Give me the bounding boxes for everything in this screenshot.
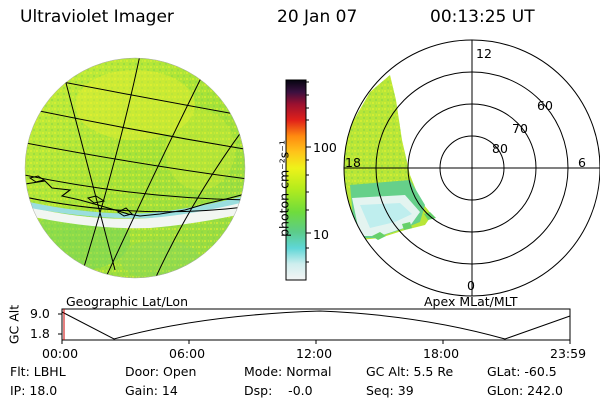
- status-ip: IP: 18.0: [10, 383, 58, 398]
- polar-label-0: 0: [467, 278, 475, 293]
- geographic-image: [25, 58, 245, 278]
- polar-label-70: 70: [512, 121, 528, 136]
- altitude-xtick: 18:00: [423, 346, 460, 361]
- status-mode: Mode: Normal: [244, 364, 332, 379]
- status-glat: GLat: -60.5: [487, 364, 557, 379]
- status-door: Door: Open: [125, 364, 197, 379]
- altitude-ytick-high: 9.0: [30, 306, 50, 321]
- polar-label-6: 6: [578, 155, 586, 170]
- status-dsp: Dsp: -0.0: [244, 383, 313, 398]
- colorbar-tick-100: 100: [313, 140, 337, 155]
- date-label: 20 Jan 07: [277, 7, 358, 27]
- polar-label-60: 60: [537, 98, 553, 113]
- instrument-title: Ultraviolet Imager: [20, 7, 174, 27]
- time-label: 00:13:25 UT: [430, 7, 535, 27]
- apex-caption: Apex MLat/MLT: [424, 294, 518, 309]
- status-filter: Flt: LBHL: [10, 364, 66, 379]
- status-gain: Gain: 14: [125, 383, 178, 398]
- altitude-ylabel: GC Alt: [6, 304, 22, 345]
- color-bar: [285, 79, 307, 281]
- polar-label-80: 80: [492, 141, 508, 156]
- altitude-xtick: 00:00: [42, 346, 79, 361]
- altitude-xtick: 06:00: [169, 346, 206, 361]
- geographic-caption: Geographic Lat/Lon: [66, 294, 188, 309]
- polar-label-12: 12: [476, 46, 492, 61]
- status-seq: Seq: 39: [366, 383, 414, 398]
- altitude-ytick-low: 1.8: [30, 326, 50, 341]
- altitude-xtick: 23:59: [550, 346, 587, 361]
- colorbar-unit-label: photon cm⁻²s⁻¹: [276, 140, 292, 237]
- altitude-curve: [61, 310, 571, 340]
- colorbar-tick-10: 10: [313, 227, 329, 242]
- status-glon: GLon: 242.0: [487, 383, 563, 398]
- polar-label-18: 18: [345, 155, 361, 170]
- status-gc-alt: GC Alt: 5.5 Re: [366, 364, 454, 379]
- polar-grid: [343, 39, 600, 297]
- altitude-plot-frame: [61, 308, 571, 341]
- altitude-xtick: 12:00: [296, 346, 333, 361]
- polar-image: [344, 75, 436, 240]
